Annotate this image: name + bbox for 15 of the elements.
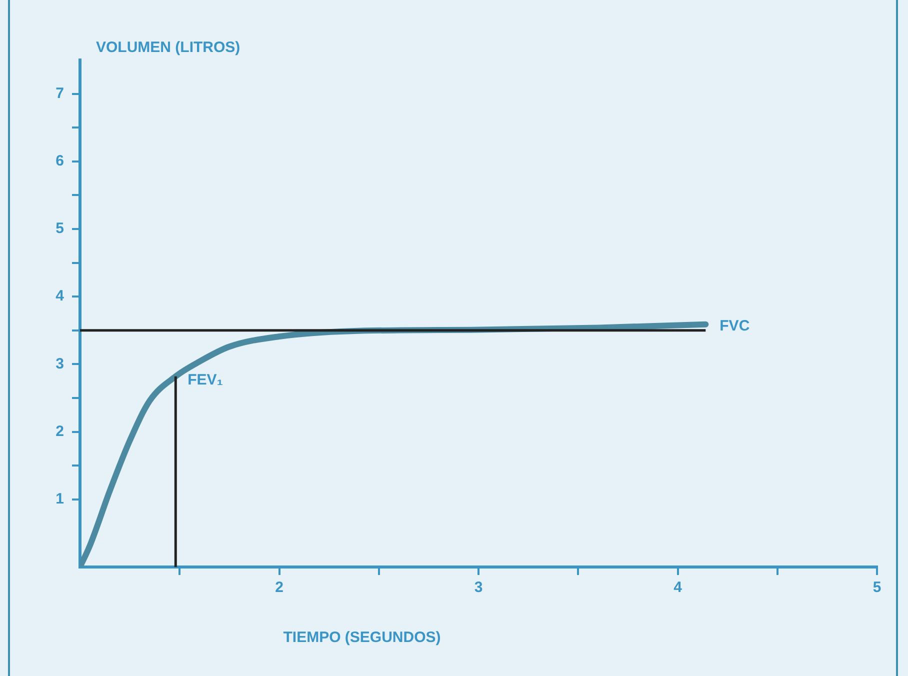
y-tick-label: 2 xyxy=(56,422,64,440)
x-axis-title: TIEMPO (SEGUNDOS) xyxy=(283,629,441,646)
y-axis-title: VOLUMEN (LITROS) xyxy=(96,39,240,56)
y-tick-label: 1 xyxy=(56,490,64,508)
y-tick-label: 6 xyxy=(56,152,64,170)
ref-line-label: FVC xyxy=(720,318,750,335)
y-tick-label: 7 xyxy=(56,84,64,102)
x-tick-label: 2 xyxy=(275,579,284,596)
y-tick-label: 3 xyxy=(56,355,64,372)
y-tick-label: 4 xyxy=(56,288,65,305)
y-tick-label: 5 xyxy=(56,220,64,238)
x-tick-label: 5 xyxy=(872,579,882,596)
x-tick-label: 4 xyxy=(674,579,683,596)
x-tick-label: 3 xyxy=(474,579,483,596)
ref-line-label: FEV₁ xyxy=(188,372,224,389)
